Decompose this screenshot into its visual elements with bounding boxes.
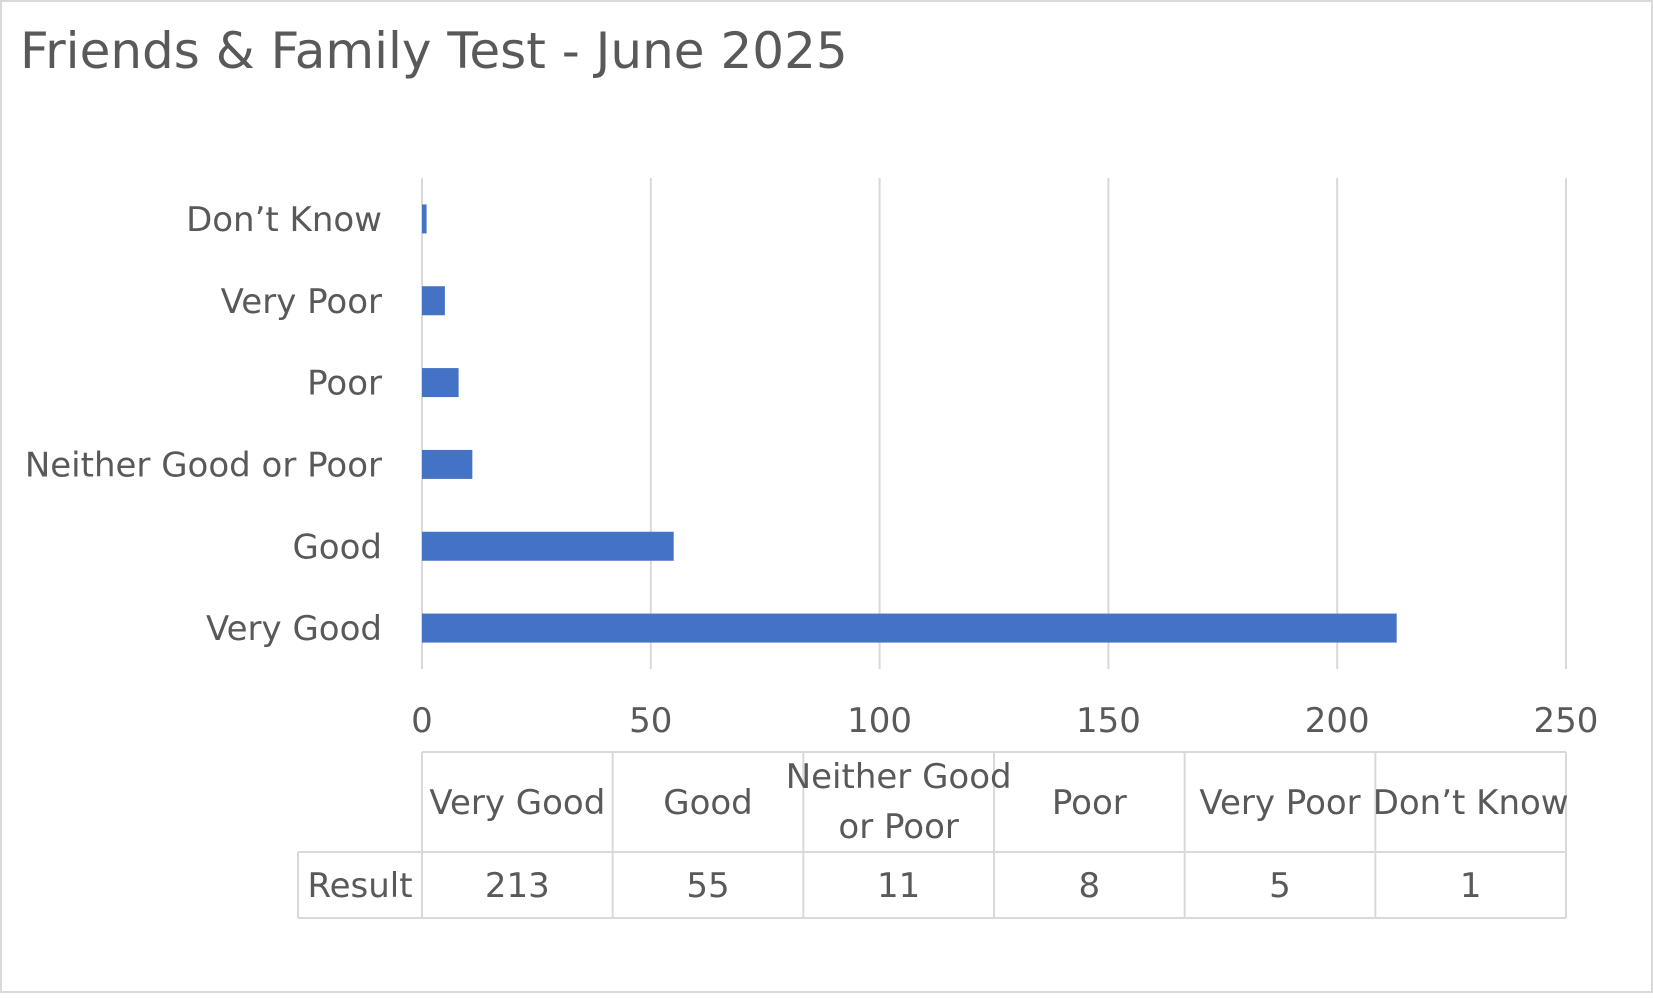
table-header-cell: Very Good [429, 783, 605, 823]
table-value-cell: 213 [485, 866, 550, 906]
x-tick-label: 200 [1305, 701, 1370, 741]
gridlines [421, 178, 1567, 669]
category-label: Very Good [206, 609, 382, 649]
x-tick-label: 100 [847, 701, 912, 741]
x-tick-label: 250 [1534, 701, 1599, 741]
table-value-cell: 11 [877, 866, 920, 906]
bar [422, 286, 445, 316]
bar [422, 449, 473, 479]
table-value-cell: 5 [1269, 866, 1291, 906]
category-label: Very Poor [221, 282, 382, 322]
table-header-cell: Good [663, 783, 753, 823]
category-labels: Very Good Good Neither Good or Poor Poor Ver… [25, 200, 382, 649]
category-label: Neither Good or Poor [25, 445, 382, 485]
bar [422, 204, 427, 234]
bar [422, 613, 1397, 643]
table-header-cell: Neither Good or Poor [786, 757, 1012, 847]
table-value-cell: 8 [1079, 866, 1101, 906]
bars [422, 204, 1397, 643]
table-header-cell: Poor [1052, 783, 1127, 823]
category-label: Good [292, 527, 382, 567]
x-tick-label: 50 [629, 701, 672, 741]
table-row-label: Result [307, 866, 412, 906]
bar [422, 368, 459, 398]
category-label: Poor [307, 364, 382, 404]
table-header-cell: Very Poor [1199, 783, 1360, 823]
chart-title: Friends & Family Test - June 2025 [20, 22, 848, 80]
data-table: Very Good Good Neither Good or Poor Poor Very… [297, 751, 1569, 919]
x-tick-label: 0 [411, 701, 433, 741]
bar [422, 531, 674, 561]
table-header-cell: Don’t Know [1373, 783, 1569, 823]
x-tick-labels: 0 50 100 150 200 250 [411, 701, 1598, 741]
table-value-cell: 55 [686, 866, 729, 906]
x-tick-label: 150 [1076, 701, 1141, 741]
table-value-cell: 1 [1460, 866, 1482, 906]
category-label: Don’t Know [186, 200, 382, 240]
